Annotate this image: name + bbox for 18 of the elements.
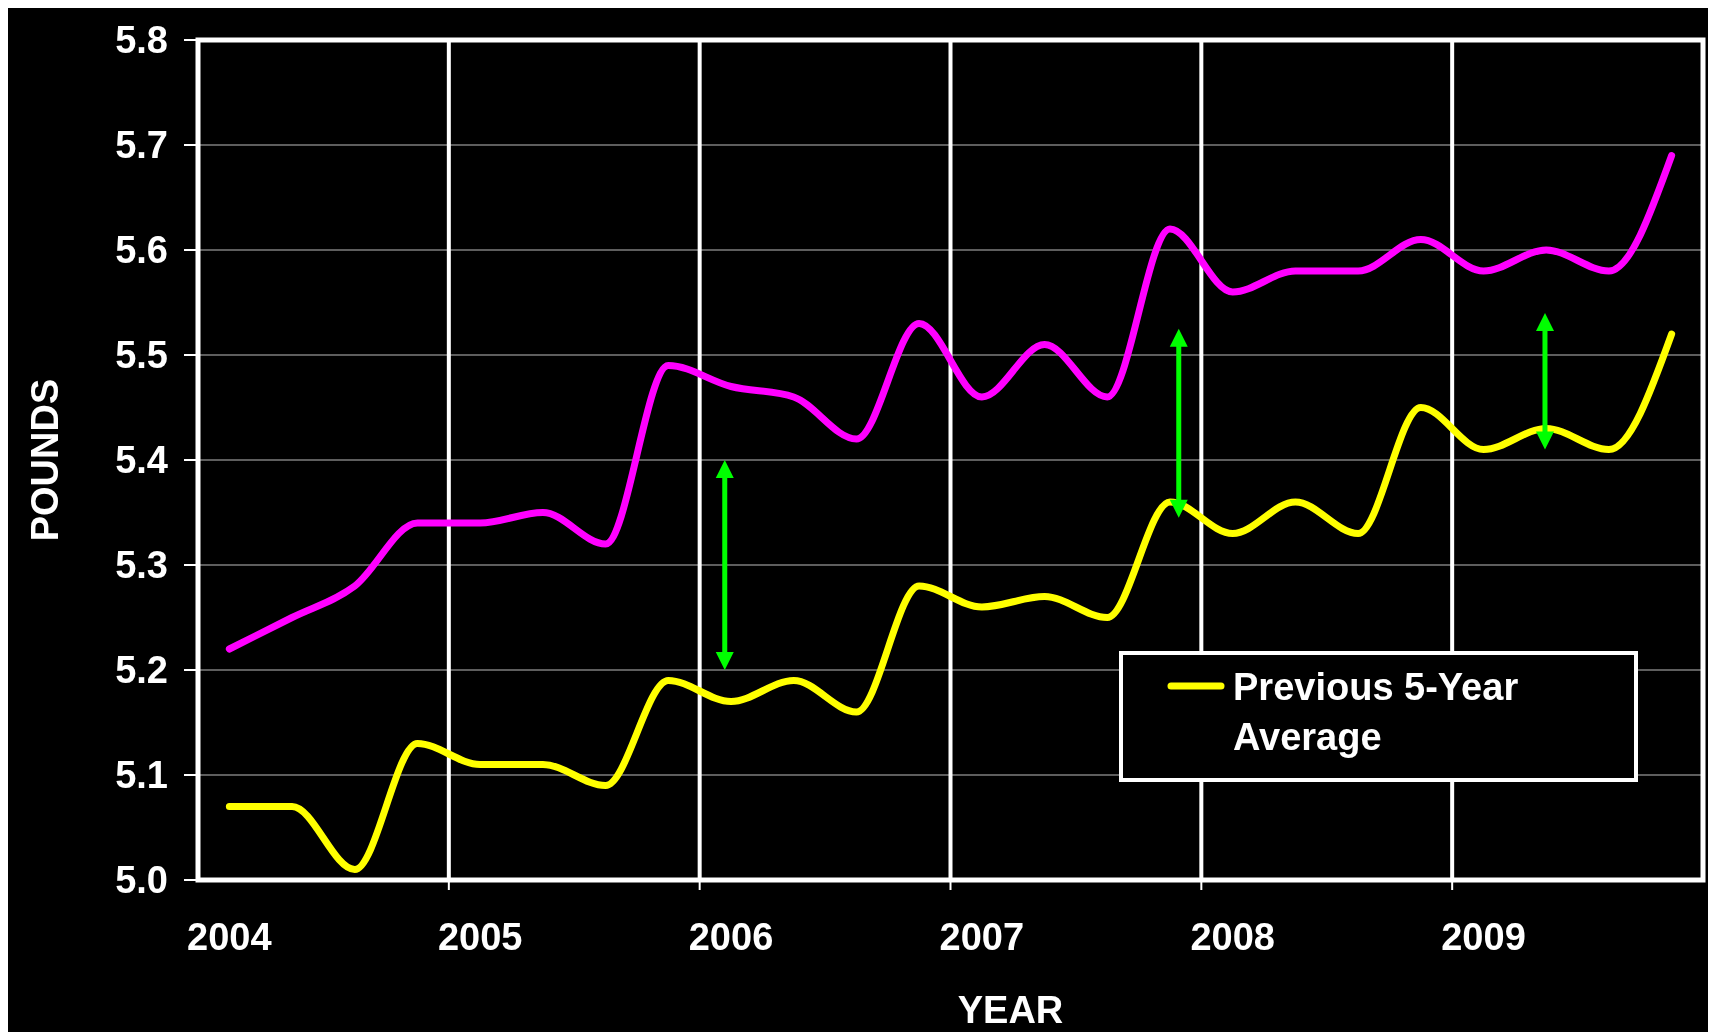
x-tick-label: 2009 xyxy=(1441,916,1526,958)
y-tick-label: 5.7 xyxy=(115,124,168,167)
x-tick-label: 2005 xyxy=(437,916,523,958)
legend-label: Previous 5-Year Average xyxy=(1233,666,1519,758)
y-axis-title: POUNDS xyxy=(24,378,66,542)
y-tick-label: 5.4 xyxy=(115,439,168,482)
x-tick-label: 2007 xyxy=(939,916,1025,958)
y-tick-label: 5.8 xyxy=(115,19,168,62)
y-tick-label: 5.6 xyxy=(115,229,168,272)
x-axis-title: YEAR xyxy=(957,989,1064,1031)
y-tick-label: 5.5 xyxy=(115,334,168,377)
x-tick-label: 2004 xyxy=(187,916,272,958)
x-tick-label: 2008 xyxy=(1190,916,1275,958)
y-tick-label: 5.2 xyxy=(115,649,168,692)
x-tick-label: 2006 xyxy=(688,916,774,958)
y-tick-label: 5.3 xyxy=(115,544,168,587)
y-tick-label: 5.1 xyxy=(115,754,168,797)
y-tick-label: 5.0 xyxy=(115,859,168,902)
